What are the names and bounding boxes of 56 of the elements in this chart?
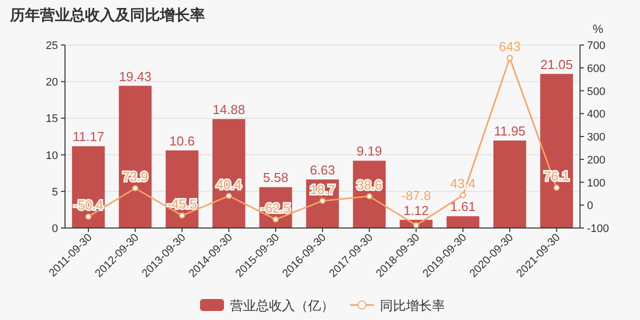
y2-tick-label: 600 (587, 62, 606, 75)
y2-tick-label: 0 (587, 200, 594, 212)
data-label: 5.58 (263, 170, 288, 186)
bar (446, 216, 480, 228)
bar (540, 74, 573, 228)
point (226, 192, 232, 199)
bar (493, 140, 526, 228)
y2-tick-label: 500 (587, 86, 606, 98)
data-label: 643 (498, 39, 521, 54)
bar (212, 119, 246, 228)
data-label: 18.7 (310, 182, 336, 197)
point (132, 185, 138, 192)
data-label: 11.17 (72, 129, 104, 144)
y-tick-label: 5 (52, 186, 58, 198)
data-label: 1.12 (403, 202, 429, 218)
data-label: -87.8 (401, 188, 431, 203)
point (319, 198, 326, 204)
data-label: 14.88 (212, 102, 246, 118)
y-tick-label: 20 (46, 76, 58, 89)
data-label: 10.6 (169, 133, 195, 148)
y-tick-label: 15 (46, 113, 58, 126)
legend-label: 同比增长率 (380, 298, 445, 313)
point (85, 214, 92, 220)
point (553, 184, 560, 191)
data-label: 19.43 (118, 68, 152, 84)
data-label: 9.19 (356, 144, 382, 159)
legend-label: 营业总收入（亿） (230, 298, 334, 313)
y-tick-label: 10 (46, 150, 58, 162)
y-tick-label: 25 (46, 40, 58, 52)
data-label: 38.6 (356, 177, 382, 192)
point (506, 54, 513, 62)
point (366, 193, 372, 200)
y2-tick-label: 100 (587, 177, 606, 190)
bar (72, 146, 105, 228)
y2-tick-label: 300 (587, 132, 606, 144)
point (460, 192, 466, 198)
data-label: -45.5 (167, 196, 197, 212)
point (272, 216, 279, 223)
point (178, 212, 186, 219)
y2-tick-label: -100 (587, 223, 610, 235)
chart-title: 历年营业总收入及同比增长率 (9, 6, 205, 24)
data-label: 11.95 (494, 124, 526, 139)
y2-axis-title: % (592, 22, 604, 36)
data-label: 21.05 (540, 56, 573, 72)
data-label: -62.5 (260, 200, 290, 216)
data-label: 40.4 (216, 176, 242, 192)
data-label: -50.4 (74, 198, 104, 213)
data-label: 1.61 (450, 199, 476, 214)
y2-tick-label: 400 (587, 108, 606, 121)
y2-tick-label: 200 (587, 154, 606, 166)
data-label: 73.9 (122, 169, 148, 184)
y-tick-label: 0 (52, 223, 58, 235)
bar (118, 86, 152, 228)
point (413, 222, 420, 228)
data-label: 6.63 (310, 162, 336, 178)
y2-tick-label: 700 (587, 40, 606, 52)
